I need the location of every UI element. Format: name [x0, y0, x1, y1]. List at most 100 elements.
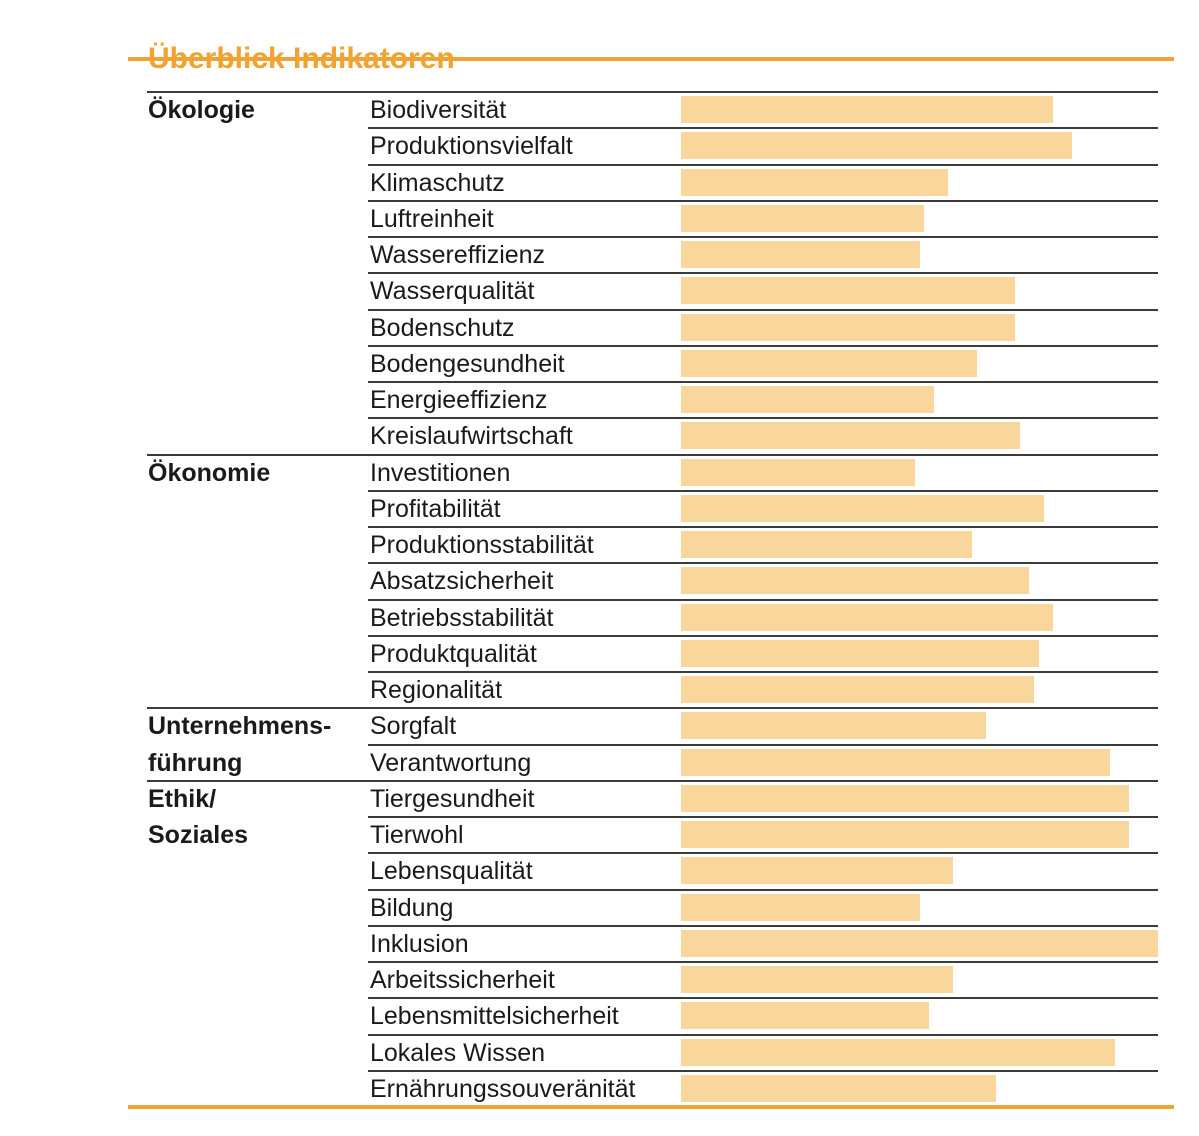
- indicator-bar: [681, 676, 1034, 703]
- indicator-label: Lebensmittelsicherheit: [370, 1002, 619, 1031]
- indicator-label: Biodiversität: [370, 96, 507, 124]
- indicator-label: Arbeitssicherheit: [370, 966, 555, 994]
- indicator-label: Bodenschutz: [370, 313, 515, 342]
- table-row: Bodenschutz: [0, 308, 1199, 345]
- indicator-bar: [681, 386, 934, 413]
- row-separator-line: [368, 526, 1158, 528]
- table-row: Produktionsstabilität: [0, 526, 1199, 562]
- indicator-label: Bodengesundheit: [370, 349, 565, 378]
- indicator-label: Inklusion: [370, 929, 469, 958]
- table-row: Verantwortung: [0, 743, 1199, 780]
- indicator-bar: [681, 531, 972, 558]
- indicator-label: Regionalität: [370, 676, 503, 704]
- indicator-bar: [681, 96, 1053, 123]
- indicator-label: Betriebsstabilität: [370, 603, 554, 632]
- indicator-bar: [681, 712, 986, 740]
- row-separator-line: [368, 163, 1158, 166]
- row-separator-line: [368, 381, 1158, 383]
- table-row: Profitabilität: [0, 489, 1199, 526]
- category-label: Ethik/ Soziales: [148, 784, 249, 849]
- indicator-label: Tiergesundheit: [370, 784, 535, 813]
- indicator-bar: [681, 422, 1020, 450]
- table-row: Lebensmittelsicherheit: [0, 997, 1199, 1033]
- title-underline-rule: [128, 57, 1174, 61]
- indicator-bar: [681, 277, 1015, 305]
- indicator-bar: [681, 567, 1029, 595]
- table-row: Wassereffizienz: [0, 236, 1199, 272]
- row-separator-line: [368, 1033, 1158, 1036]
- table-row: Energieeffizienz: [0, 381, 1199, 417]
- indicator-label: Produktionsstabilität: [370, 531, 594, 559]
- indicator-label: Lebensqualität: [370, 857, 533, 886]
- table-row: Ethik/ Soziales Tiergesundheit: [0, 779, 1199, 849]
- indicator-label: Energieeffizienz: [370, 386, 548, 414]
- row-separator-line: [368, 344, 1158, 347]
- row-separator-line: [368, 598, 1158, 601]
- indicator-bar: [681, 313, 1015, 341]
- row-separator-line: [368, 127, 1158, 130]
- row-separator-line: [368, 417, 1158, 420]
- table-row: Bodengesundheit: [0, 344, 1199, 381]
- table-row: Wasserqualität: [0, 272, 1199, 308]
- indicator-bar: [681, 1074, 996, 1102]
- row-separator-line: [368, 671, 1158, 673]
- category-separator-line: [147, 453, 1158, 456]
- category-label: Unternehmens- führung: [148, 712, 332, 777]
- table-row: Kreislaufwirtschaft: [0, 417, 1199, 453]
- category-separator-line: [147, 91, 1158, 93]
- table-row: Ernährungssouveränität: [0, 1069, 1199, 1106]
- row-separator-line: [368, 199, 1158, 202]
- table-row: Lokales Wissen: [0, 1033, 1199, 1070]
- indicator-bar: [681, 603, 1053, 631]
- indicator-bar: [681, 966, 953, 993]
- category-separator-line: [147, 707, 1158, 710]
- category-separator-line: [147, 779, 1158, 782]
- indicator-bar: [681, 929, 1158, 957]
- indicator-label: Kreislaufwirtschaft: [370, 422, 573, 451]
- table-row: Ökologie Biodiversität: [0, 91, 1199, 127]
- row-separator-line: [368, 961, 1158, 963]
- indicator-bar: [681, 821, 1129, 848]
- category-label: Ökonomie: [148, 458, 271, 487]
- indicator-bar: [681, 893, 920, 921]
- indicator-bar: [681, 1002, 929, 1030]
- indicator-bar: [681, 1038, 1115, 1066]
- indicator-label: Klimaschutz: [370, 168, 505, 197]
- table-row: Lebensqualität: [0, 852, 1199, 888]
- table-row: Bildung: [0, 888, 1199, 925]
- table-row: Inklusion: [0, 924, 1199, 961]
- indicator-bar: [681, 857, 953, 885]
- table-row: Produktionsvielfalt: [0, 127, 1199, 163]
- indicator-bar: [681, 132, 1072, 160]
- table-row: Betriebsstabilität: [0, 598, 1199, 635]
- row-separator-line: [368, 634, 1158, 637]
- indicator-label: Wasserqualität: [370, 277, 535, 306]
- indicator-table: Ökologie Biodiversität Produktionsvielfalt…: [0, 91, 1199, 1106]
- row-separator-line: [368, 816, 1158, 818]
- indicator-label: Verantwortung: [370, 748, 532, 777]
- indicator-bar: [681, 784, 1129, 812]
- indicator-bar: [681, 204, 924, 232]
- indicator-bar: [681, 458, 915, 486]
- row-separator-line: [368, 272, 1158, 275]
- row-separator-line: [368, 743, 1158, 746]
- indicator-label: Sorgfalt: [370, 712, 457, 741]
- table-bottom-rule: [128, 1105, 1174, 1109]
- indicator-bar: [681, 639, 1039, 667]
- row-separator-line: [368, 852, 1158, 855]
- indicator-label: Tierwohl: [370, 821, 464, 849]
- indicator-label: Ernährungssouveränität: [370, 1074, 636, 1103]
- row-separator-line: [368, 997, 1158, 1000]
- row-separator-line: [368, 236, 1158, 238]
- table-row: Regionalität: [0, 671, 1199, 707]
- row-separator-line: [368, 924, 1158, 927]
- indicator-label: Profitabilität: [370, 494, 501, 523]
- table-row: Unternehmens- führung Sorgfalt: [0, 707, 1199, 777]
- table-row: Klimaschutz: [0, 163, 1199, 200]
- indicator-bar: [681, 494, 1044, 522]
- indicator-label: Lokales Wissen: [370, 1038, 546, 1067]
- category-label: Ökologie: [148, 96, 255, 124]
- indicator-label: Bildung: [370, 893, 454, 922]
- indicator-label: Produktqualität: [370, 639, 537, 668]
- row-separator-line: [368, 489, 1158, 492]
